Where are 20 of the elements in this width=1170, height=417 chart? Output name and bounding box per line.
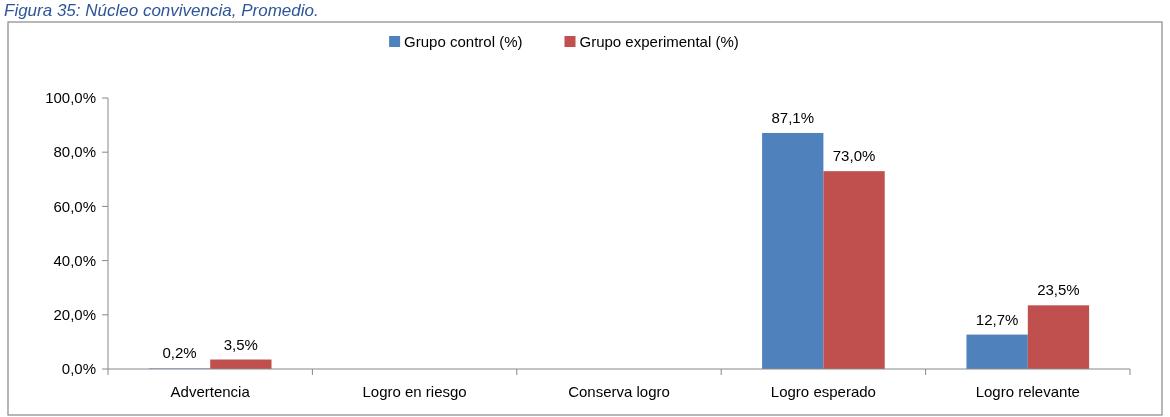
x-tick-label: Conserva logro [568,383,670,400]
y-tick-label: 100,0% [45,89,96,107]
data-label: 0,2% [162,344,197,362]
y-tick-label: 40,0% [53,251,96,269]
data-label: 73,0% [832,147,876,165]
data-label: 23,5% [1037,281,1080,299]
y-tick-label: 80,0% [53,143,96,161]
data-label: 12,7% [975,310,1019,328]
x-tick-label: Advertencia [170,383,251,400]
y-tick-label: 60,0% [53,197,96,215]
x-tick-label: Logro en riesgo [362,383,467,400]
y-tick-label: 0,0% [61,360,96,378]
data-label: 87,1% [771,108,815,126]
chart-title: Figura 35: Núcleo convivencia, Promedio. [4,1,319,20]
legend-label: Grupo experimental (%) [579,33,739,50]
y-tick-label: 20,0% [53,306,96,324]
legend-label: Grupo control (%) [404,33,523,50]
x-tick-label: Logro relevante [975,383,1080,400]
x-tick-label: Logro esperado [770,383,876,400]
data-label: 3,5% [223,335,258,353]
